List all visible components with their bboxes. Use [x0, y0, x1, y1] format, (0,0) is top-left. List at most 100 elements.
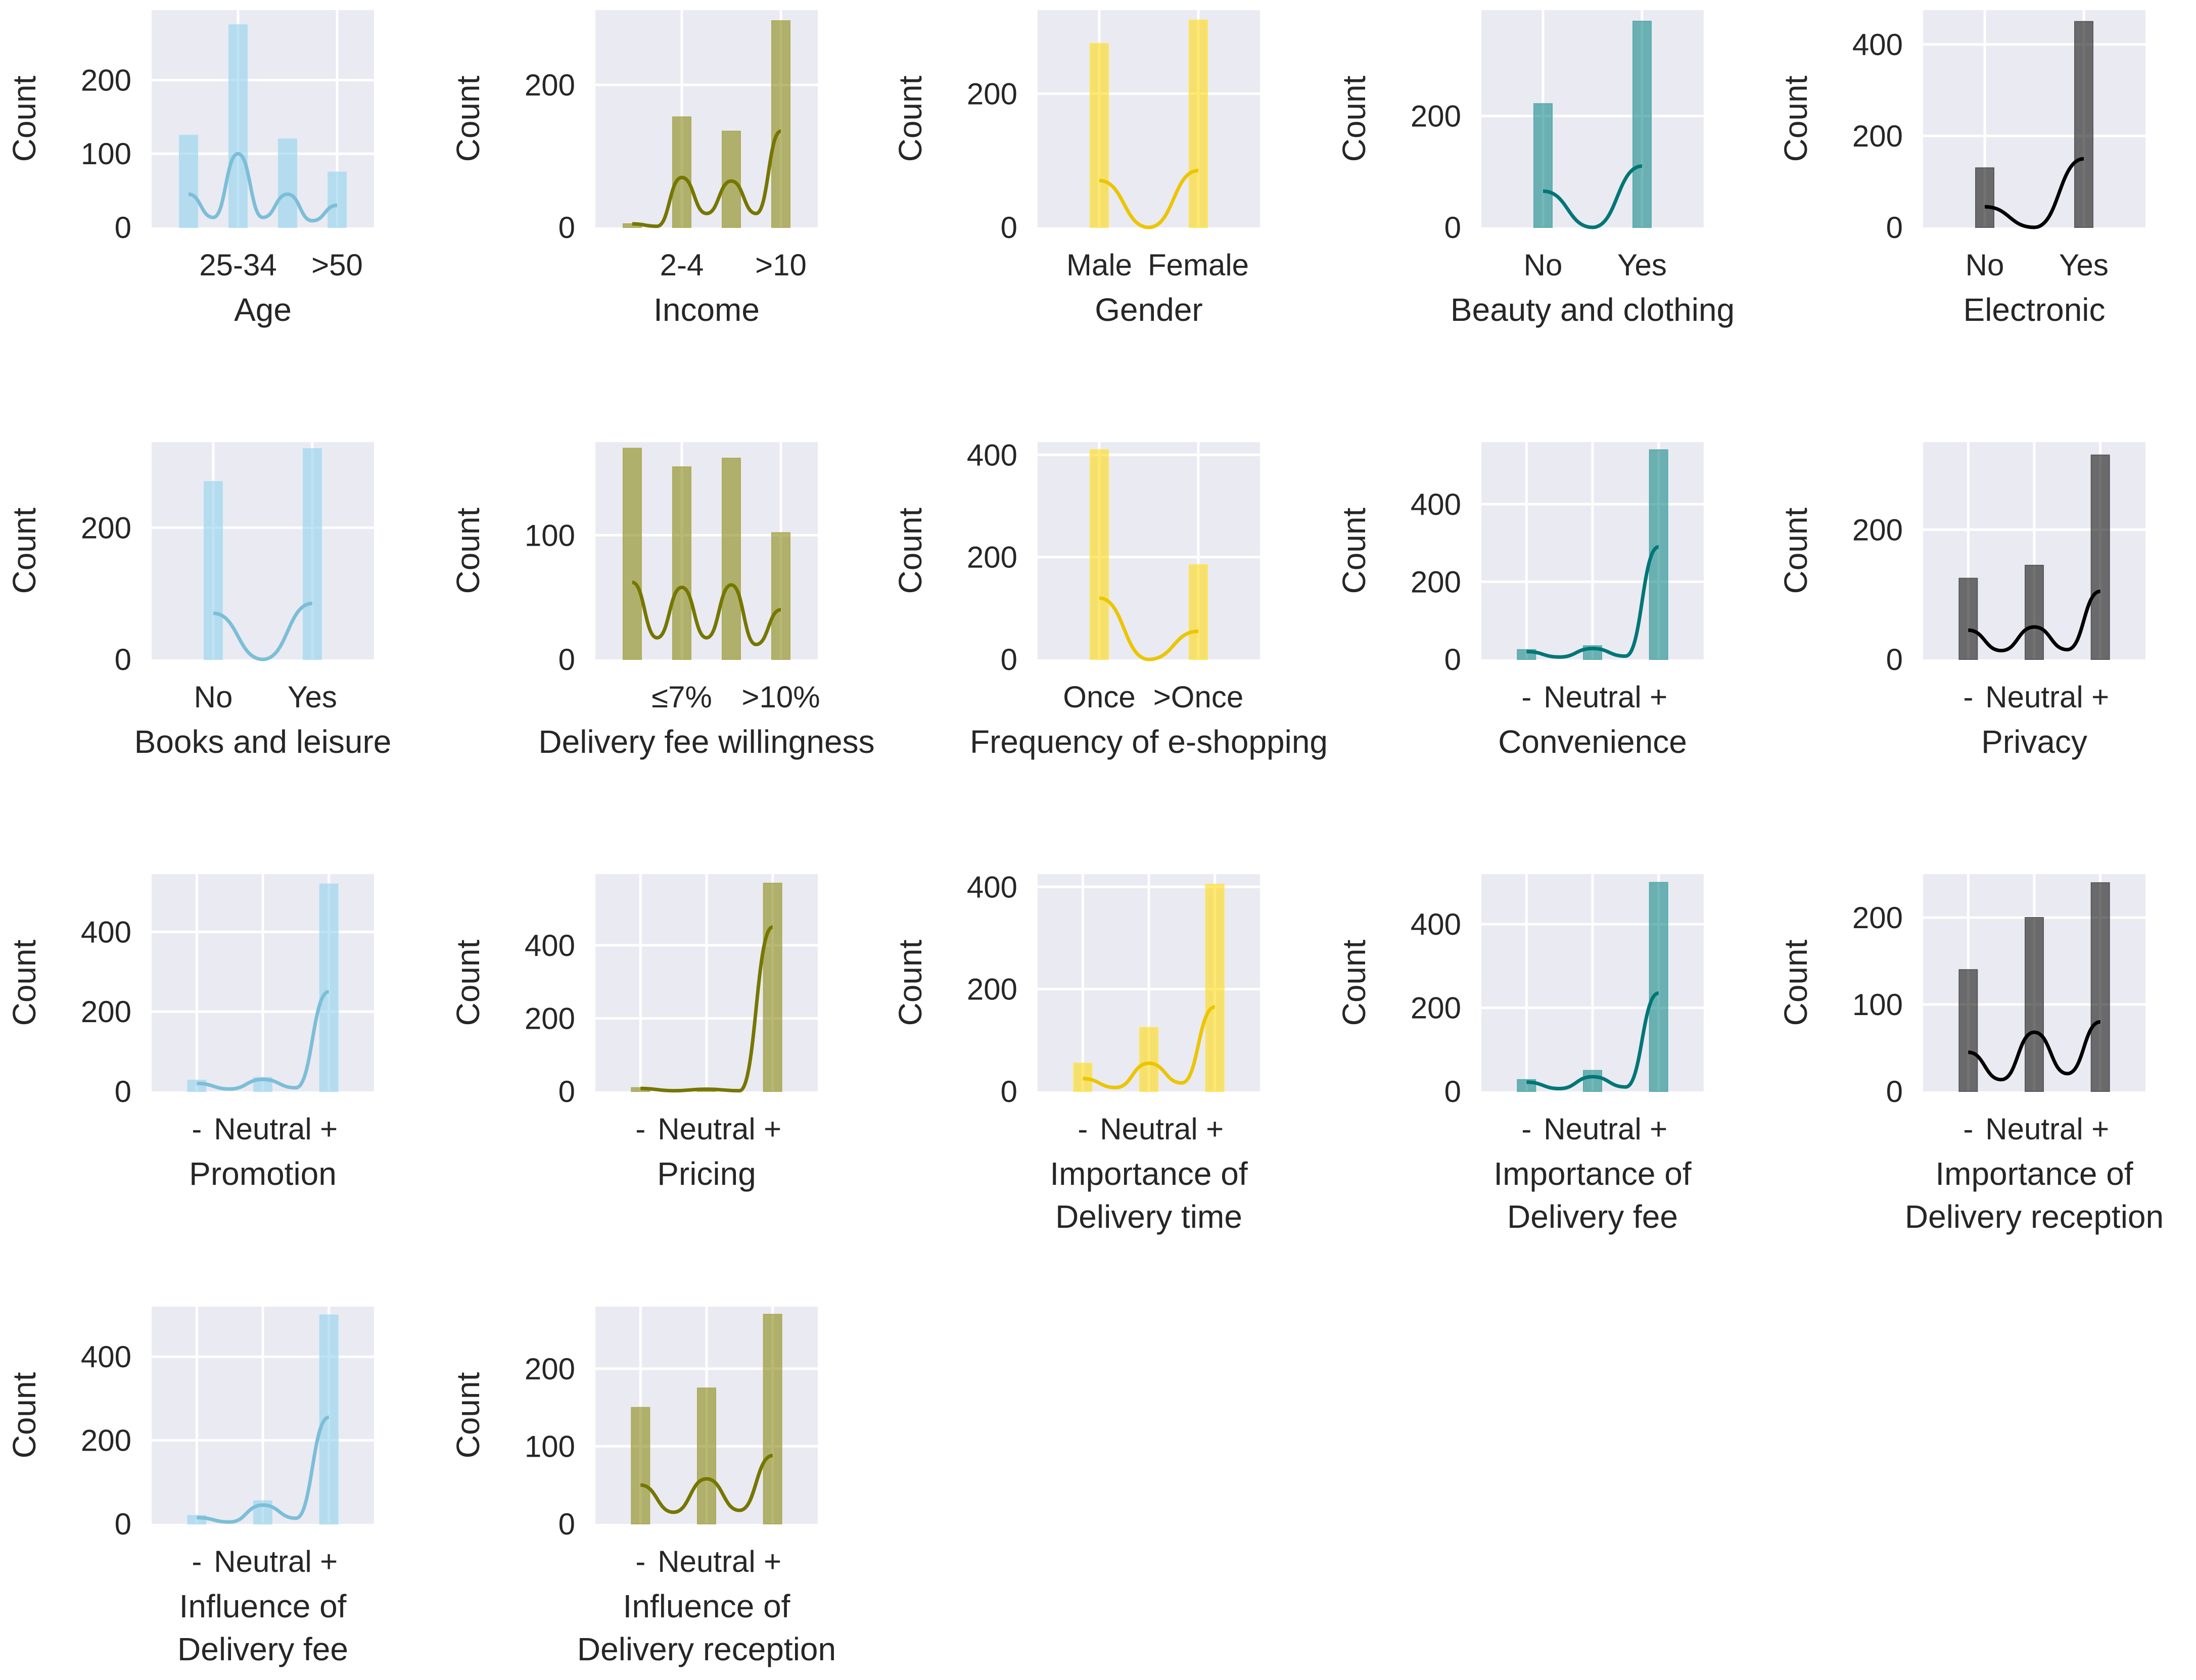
- plot-area: [1481, 10, 1704, 227]
- y-tick-label: 200: [1852, 513, 1903, 547]
- histogram-panel: 0 100 200 25-34 >50 Age Count: [6, 10, 374, 328]
- histogram-bar: [771, 20, 790, 228]
- kde-curve: [1526, 991, 1659, 1091]
- y-tick-label: 0: [558, 643, 575, 677]
- histogram-panel: 0 200 400 Once >Once Frequency of e-shopping C…: [892, 438, 1328, 760]
- histogram-bar: [1205, 884, 1225, 1092]
- histogram-panel: 0 200 2-4 >10 Income Count: [450, 10, 818, 328]
- histogram-bar: [179, 134, 198, 228]
- histogram-bar: [1975, 167, 1994, 228]
- kde-curve: [631, 581, 781, 647]
- x-tick-label: -: [635, 1112, 645, 1146]
- y-tick-label: 400: [1411, 488, 1461, 521]
- histogram-bar: [722, 457, 741, 660]
- histogram-panel: 0 200 400 - Neutral +Pricing Count: [450, 874, 818, 1192]
- y-axis-label: Count: [450, 1372, 486, 1458]
- y-axis-label: Count: [892, 939, 928, 1026]
- x-tick-label: Neutral: [214, 1112, 311, 1146]
- histogram-panel: 0 200 400 - Neutral + Importance of Delivery ti…: [892, 870, 1260, 1235]
- plot-area: [1923, 10, 2145, 227]
- histogram-bar: [631, 1407, 650, 1524]
- x-axis-label: Importance of: [1050, 1156, 1248, 1192]
- x-axis-label: Pricing: [657, 1156, 756, 1192]
- kde-curve: [640, 1454, 773, 1514]
- x-tick-label: Neutral: [1544, 1112, 1641, 1146]
- x-tick-label: Neutral: [1544, 680, 1641, 714]
- x-tick-label: Neutral: [658, 1112, 755, 1146]
- y-axis-label: Count: [1778, 939, 1814, 1026]
- kde-curve: [1083, 1005, 1216, 1089]
- histogram-bar: [672, 116, 691, 228]
- y-axis-label: Count: [892, 507, 928, 594]
- x-axis-label: Frequency of e-shopping: [970, 724, 1328, 760]
- x-axis-label: Influence of: [623, 1588, 790, 1624]
- y-axis-label: Count: [450, 939, 486, 1026]
- histogram-panel: 0 200 400 No Yes Electronic Count: [1778, 10, 2145, 328]
- histogram-bar: [1958, 969, 1978, 1092]
- histogram-bar: [672, 466, 691, 660]
- y-tick-label: 200: [1411, 991, 1461, 1025]
- x-axis-label: Delivery fee willingness: [538, 724, 874, 760]
- y-axis-label: Count: [1778, 507, 1814, 594]
- x-axis-label: Delivery reception: [1905, 1198, 2164, 1235]
- x-tick-label: No: [1524, 248, 1563, 282]
- x-axis-label: Influence of: [179, 1588, 347, 1624]
- y-tick-label: 100: [81, 137, 131, 171]
- y-tick-label: 0: [558, 211, 575, 245]
- y-tick-label: 200: [81, 63, 131, 97]
- y-tick-label: 200: [525, 68, 575, 102]
- histogram-bar: [228, 24, 248, 228]
- y-tick-label: 200: [525, 1352, 575, 1386]
- histogram-bar: [2025, 917, 2044, 1092]
- y-tick-label: 200: [81, 511, 131, 545]
- histogram-bar: [771, 532, 790, 660]
- y-tick-label: 200: [525, 1001, 575, 1035]
- x-tick-label: -: [1521, 1112, 1531, 1146]
- x-axis-label: Delivery reception: [577, 1631, 836, 1667]
- histogram-bar: [763, 1314, 782, 1525]
- y-axis-label: Count: [1336, 75, 1372, 162]
- x-tick-label: -: [1521, 680, 1531, 714]
- y-tick-label: 100: [525, 1429, 575, 1463]
- kde-curve: [1984, 157, 2084, 229]
- y-axis-label: Count: [1336, 507, 1372, 594]
- x-tick-label: Neutral: [1985, 1112, 2083, 1146]
- x-axis-label: Promotion: [189, 1156, 337, 1192]
- x-axis-label: Age: [234, 292, 292, 328]
- y-axis-label: Count: [1336, 939, 1372, 1026]
- kde-curve: [1099, 596, 1199, 661]
- histogram-bar: [722, 130, 741, 228]
- x-tick-label: -: [1963, 1112, 1973, 1146]
- histogram-bar: [319, 883, 339, 1092]
- x-tick-label: >50: [311, 248, 363, 282]
- x-tick-label: Yes: [1617, 248, 1667, 282]
- y-tick-label: 0: [1001, 211, 1017, 245]
- x-tick-label: -: [635, 1545, 645, 1578]
- histogram-bar: [303, 448, 322, 660]
- x-axis-label: Importance of: [1493, 1156, 1692, 1192]
- x-tick-label: +: [1650, 1112, 1667, 1146]
- y-tick-label: 0: [1001, 643, 1017, 677]
- x-axis-label: Books and leisure: [134, 724, 392, 760]
- histogram-bar: [319, 1314, 339, 1525]
- histogram-panel: 0 100 200 - Neutral + Importance of Delivery re…: [1778, 874, 2164, 1235]
- y-tick-label: 200: [967, 973, 1017, 1006]
- kde-curve: [632, 129, 782, 228]
- x-tick-label: No: [194, 680, 233, 714]
- kde-curve: [197, 1415, 330, 1524]
- x-tick-label: Female: [1148, 248, 1249, 282]
- histogram-bar: [1090, 43, 1109, 228]
- y-axis-label: Count: [6, 507, 42, 594]
- histogram-bar: [1189, 19, 1208, 228]
- x-tick-label: No: [1966, 248, 2004, 282]
- x-tick-label: +: [320, 1545, 338, 1578]
- plot-area: [1038, 10, 1260, 227]
- histogram-panel: 0 100 ≤7% >10% Delivery fee willingness Count: [450, 442, 875, 760]
- y-tick-label: 400: [967, 438, 1017, 472]
- histogram-bar: [2090, 882, 2110, 1092]
- y-tick-label: 200: [1852, 119, 1903, 153]
- histogram-bar: [1533, 103, 1553, 228]
- y-tick-label: 0: [1001, 1075, 1017, 1109]
- histogram-panel: 0 200 - Neutral +Privacy Count: [1778, 442, 2145, 760]
